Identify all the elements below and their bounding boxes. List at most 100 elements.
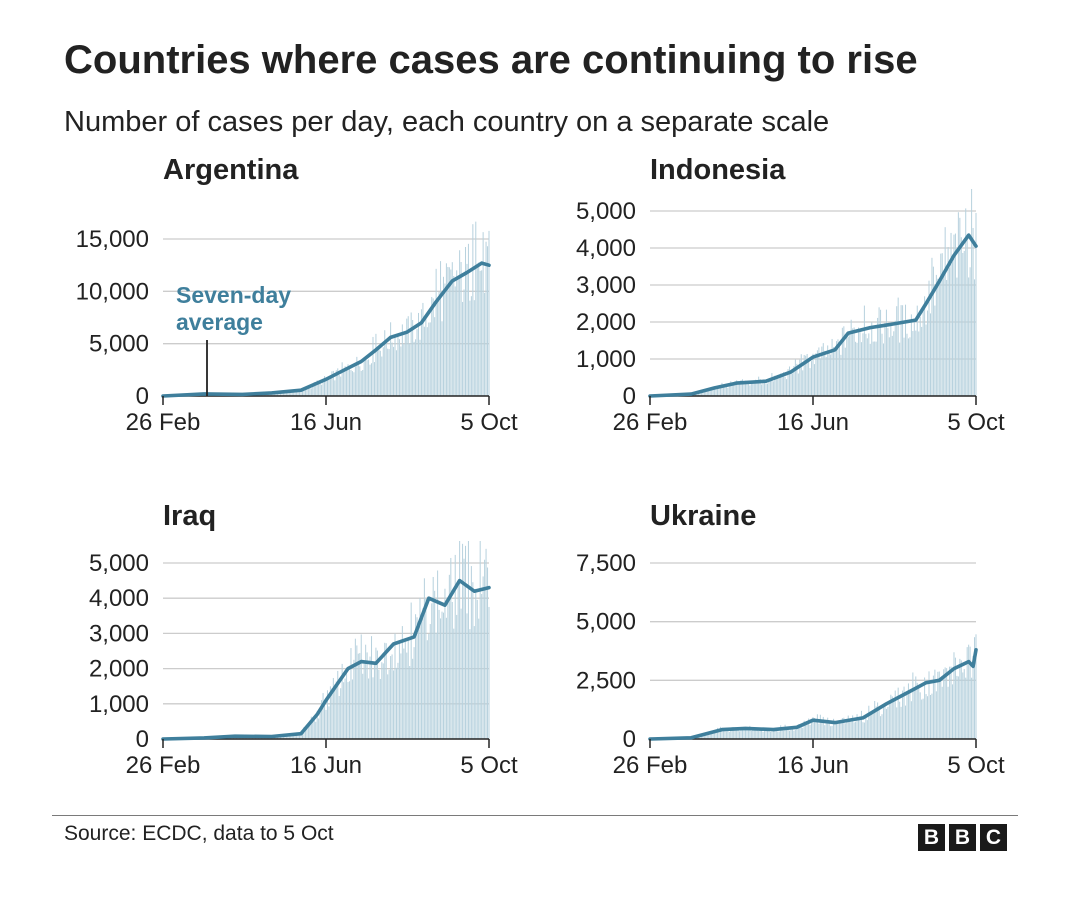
- daily-case-bar: [859, 716, 861, 739]
- daily-case-bar: [310, 388, 312, 396]
- daily-case-bar: [786, 727, 788, 739]
- daily-case-bar: [797, 373, 799, 396]
- daily-case-bar: [784, 724, 786, 739]
- daily-case-bar: [934, 669, 936, 739]
- daily-case-bar: [946, 279, 948, 396]
- daily-case-bar: [809, 724, 811, 739]
- daily-case-bar: [972, 655, 974, 739]
- daily-case-bar: [765, 383, 767, 396]
- daily-case-bar: [463, 558, 465, 739]
- daily-case-bar: [805, 355, 807, 396]
- daily-case-bar: [913, 318, 915, 396]
- daily-case-bar: [485, 241, 487, 396]
- daily-case-bar: [398, 643, 400, 739]
- daily-case-bar: [905, 705, 907, 739]
- daily-case-bar: [312, 385, 314, 396]
- daily-case-bar: [719, 726, 721, 739]
- daily-case-bar: [285, 735, 287, 739]
- daily-case-bar: [974, 637, 976, 739]
- daily-case-bar: [363, 663, 365, 739]
- daily-case-bar: [921, 699, 923, 739]
- daily-case-bar: [428, 322, 430, 396]
- daily-case-bar: [401, 626, 403, 739]
- y-tick-label: 2,000: [576, 309, 636, 336]
- daily-case-bar: [803, 354, 805, 396]
- daily-case-bar: [951, 261, 954, 396]
- daily-case-bar: [288, 734, 290, 739]
- daily-case-bar: [968, 277, 970, 396]
- daily-case-bar: [712, 387, 714, 396]
- daily-case-bar: [299, 390, 301, 396]
- daily-case-bar: [324, 701, 326, 739]
- daily-case-bar: [871, 711, 873, 739]
- daily-case-bar: [902, 305, 904, 396]
- daily-case-bar: [391, 654, 393, 739]
- daily-case-bar: [960, 237, 962, 396]
- bbc-logo-letter: B: [949, 824, 976, 851]
- daily-case-bar: [962, 252, 964, 396]
- daily-case-bar: [426, 327, 428, 396]
- daily-case-bar: [838, 721, 840, 739]
- daily-case-bar: [300, 389, 302, 396]
- daily-case-bar: [755, 729, 757, 739]
- daily-case-bar: [740, 727, 742, 739]
- y-tick-label: 1,000: [89, 691, 149, 718]
- daily-case-bar: [877, 317, 879, 396]
- daily-case-bar: [769, 731, 771, 739]
- daily-case-bar: [284, 735, 286, 739]
- daily-case-bar: [291, 734, 293, 739]
- daily-case-bar: [894, 690, 896, 739]
- daily-case-bar: [348, 366, 351, 396]
- daily-case-bar: [937, 278, 939, 396]
- daily-case-bar: [937, 671, 939, 739]
- daily-case-bar: [761, 384, 763, 396]
- daily-case-bar: [897, 687, 899, 739]
- daily-case-bar: [837, 339, 839, 396]
- daily-case-bar: [931, 257, 933, 396]
- daily-case-bar: [896, 306, 898, 396]
- daily-case-bar: [824, 350, 826, 396]
- daily-case-bar: [481, 593, 483, 739]
- daily-case-bar: [703, 733, 705, 739]
- daily-case-bar: [890, 324, 892, 396]
- daily-case-bar: [808, 360, 810, 396]
- daily-case-bar: [390, 656, 392, 739]
- daily-case-bar: [872, 710, 874, 739]
- daily-case-bar: [733, 727, 735, 739]
- y-tick-label: 3,000: [89, 620, 149, 647]
- daily-case-bar: [772, 381, 774, 396]
- daily-case-bar: [309, 720, 311, 739]
- daily-case-bar: [359, 653, 361, 739]
- daily-case-bar: [771, 373, 773, 396]
- daily-case-bar: [790, 726, 792, 739]
- daily-case-bar: [372, 336, 374, 396]
- daily-case-bar: [742, 727, 744, 739]
- daily-case-bar: [282, 392, 284, 396]
- daily-case-bar: [924, 677, 926, 739]
- daily-case-bar: [909, 337, 911, 396]
- daily-case-bar: [428, 634, 430, 739]
- daily-case-bar: [833, 347, 835, 396]
- daily-case-bar: [899, 342, 901, 396]
- daily-case-bar: [764, 730, 766, 739]
- daily-case-bar: [731, 383, 733, 396]
- daily-case-bar: [847, 715, 849, 739]
- daily-case-bar: [375, 333, 377, 396]
- daily-case-bar: [331, 371, 333, 396]
- daily-case-bar: [331, 688, 333, 739]
- daily-case-bar: [359, 366, 361, 396]
- daily-case-bar: [353, 659, 355, 739]
- daily-case-bar: [860, 342, 862, 396]
- daily-case-bar: [912, 672, 914, 739]
- panel-title-indonesia: Indonesia: [650, 154, 786, 186]
- daily-case-bar: [429, 624, 431, 739]
- daily-case-bar: [766, 383, 768, 396]
- daily-case-bar: [484, 559, 486, 739]
- daily-case-bar: [437, 299, 439, 396]
- daily-case-bar: [410, 312, 412, 396]
- y-tick-label: 0: [623, 383, 636, 410]
- daily-case-bar: [925, 694, 927, 739]
- daily-case-bar: [469, 300, 471, 396]
- x-tick-label: 16 Jun: [290, 409, 362, 436]
- daily-case-bar: [379, 678, 381, 739]
